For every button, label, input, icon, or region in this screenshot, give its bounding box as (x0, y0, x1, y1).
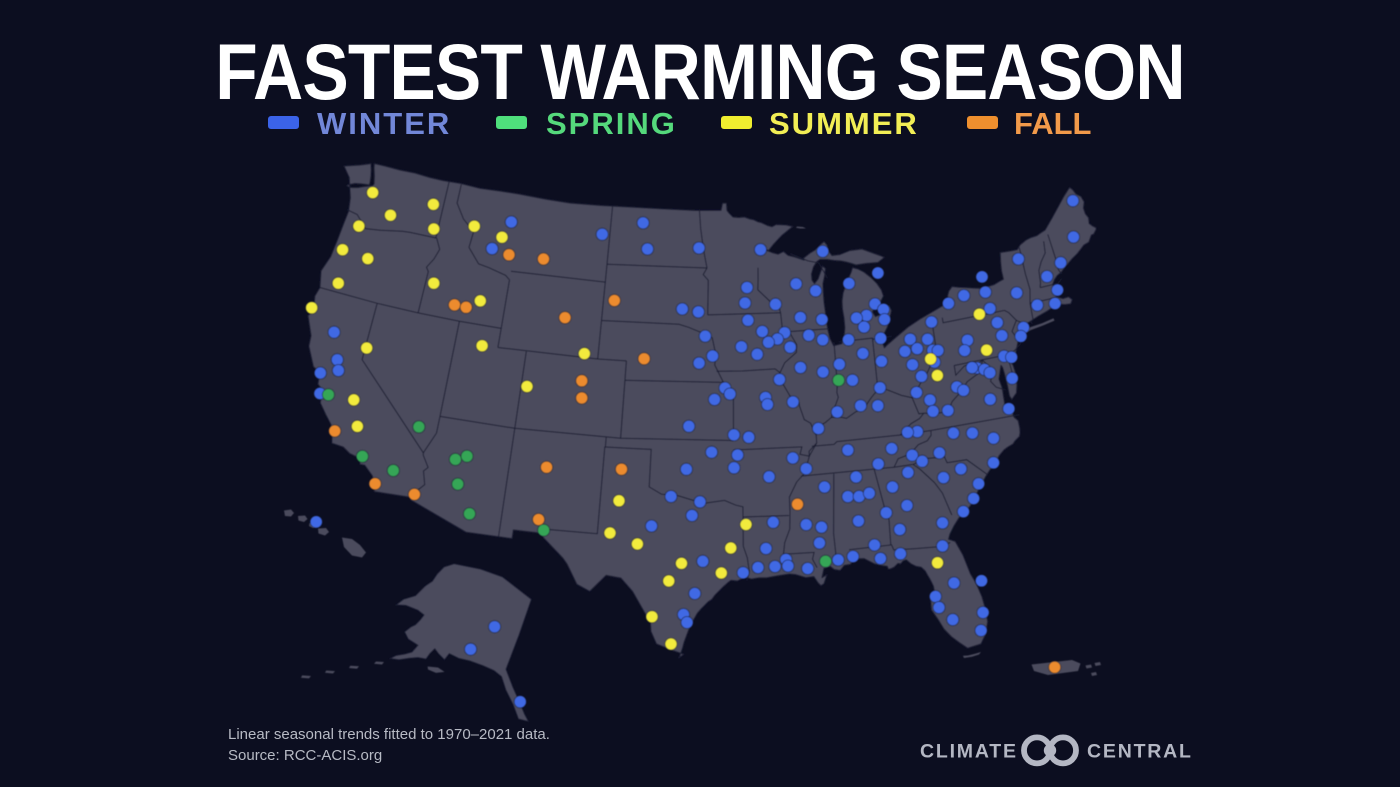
svg-text:CLIMATE: CLIMATE (920, 741, 1018, 763)
svg-text:CENTRAL: CENTRAL (1087, 741, 1193, 763)
